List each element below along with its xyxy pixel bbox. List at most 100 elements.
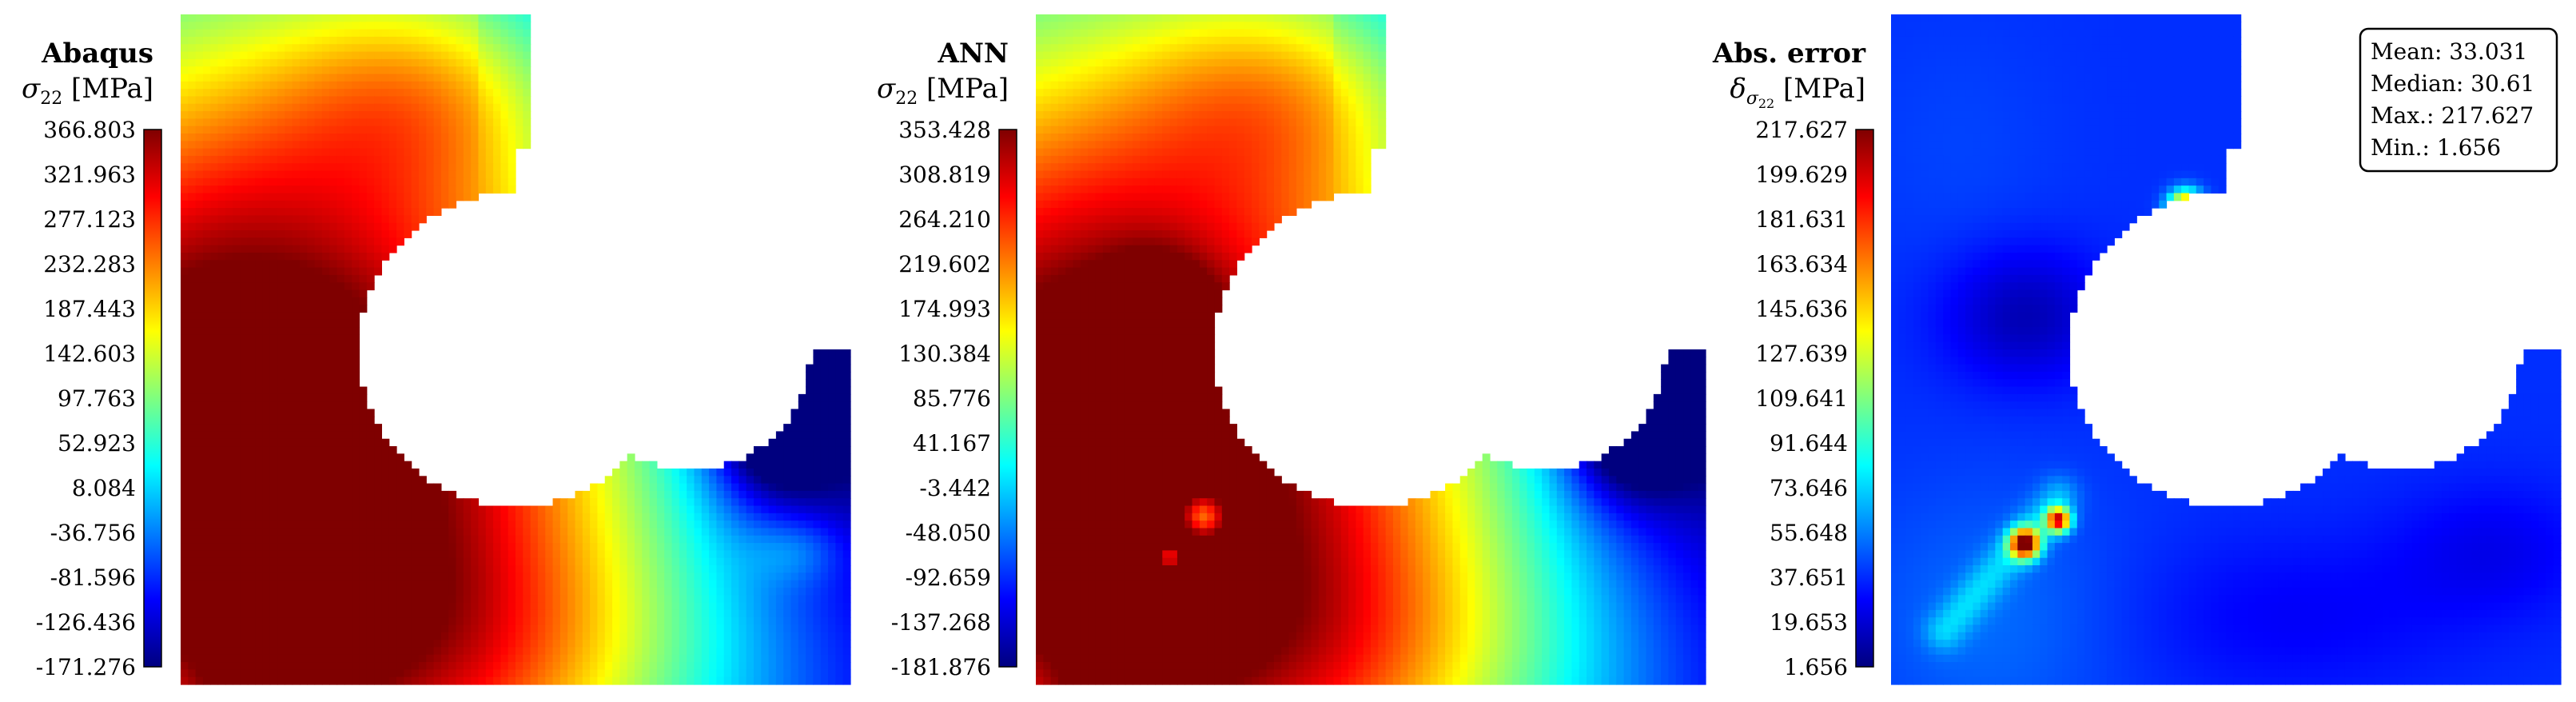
panel-abaqus-cell [374,513,382,521]
panel-abaqus-cell [508,22,516,30]
panel-abaqus-cell [233,29,241,38]
panel-abaqus-cell [404,669,412,678]
panel-abaqus-cell [262,535,271,544]
panel-abaqus-cell [440,148,449,157]
panel-abaqus-cell [418,580,427,588]
panel-abaqus-cell [262,297,271,305]
panel-abaqus-cell [597,490,606,499]
panel-abaqus-cell [247,66,256,75]
panel-abaqus-cell [567,528,576,536]
panel-abaqus-cell [552,662,561,670]
panel-abaqus-cell [321,453,330,462]
panel-abaqus-cell [366,237,375,246]
panel-abaqus-cell [262,51,271,60]
panel-abaqus-cell [344,572,352,581]
panel-abaqus-cell [418,14,427,22]
panel-abaqus-cell [374,669,382,678]
panel-abaqus-cell [627,647,635,656]
panel-abaqus-cell [321,424,330,433]
panel-abaqus-cell [426,133,435,142]
panel-abaqus-cell [336,401,345,410]
panel-abaqus-cell [195,126,204,134]
panel-abaqus-cell [687,640,695,648]
panel-abaqus-cell [225,89,233,98]
panel-abaqus-cell [240,595,249,604]
panel-abaqus-cell [761,505,770,514]
panel-abaqus-cell [307,155,316,164]
panel-abaqus-cell [842,647,851,656]
panel-abaqus-cell [366,602,375,611]
panel-abaqus-cell [366,208,375,216]
panel-abaqus-cell [516,647,524,656]
panel-abaqus-cell [277,14,285,22]
panel-abaqus-tick-label: 366.803 [43,117,136,143]
panel-abaqus-cell [806,662,814,670]
panel-abaqus-cell [366,505,375,514]
panel-abaqus-cell [314,528,323,536]
panel-abaqus-cell [329,148,338,157]
panel-abaqus-cell [233,416,241,425]
panel-abaqus-cell [359,170,368,179]
panel-abaqus-cell [575,609,583,618]
panel-abaqus-cell [426,587,435,596]
panel-abaqus-cell [842,669,851,678]
panel-abaqus-cell [210,431,219,440]
panel-abaqus-cell [516,632,524,640]
panel-abaqus-cell [835,357,844,365]
panel-abaqus-cell [366,267,375,276]
panel-abaqus-cell [820,617,829,626]
panel-abaqus-cell [285,393,293,402]
panel-abaqus-cell [448,513,457,521]
panel-abaqus-cell [567,557,576,566]
panel-abaqus-cell [656,617,665,626]
panel-abaqus-cell [292,289,301,298]
panel-abaqus-cell [559,609,568,618]
panel-abaqus-cell [411,498,420,507]
panel-abaqus-cell [225,14,233,22]
panel-abaqus-cell [292,36,301,45]
panel-abaqus-cell [634,490,643,499]
panel-abaqus-cell [188,312,197,321]
panel-abaqus-cell [664,476,673,485]
panel-abaqus-cell [344,118,352,127]
panel-abaqus-cell [225,66,233,75]
panel-abaqus-cell [739,662,747,670]
panel-abaqus-tick-label: 277.123 [43,206,136,233]
panel-abaqus-cell [411,640,420,648]
panel-abaqus-cell [716,490,725,499]
panel-abaqus-cell [671,647,680,656]
panel-abaqus-cell [344,505,352,514]
panel-abaqus-cell [366,274,375,283]
panel-abaqus-cell [262,401,271,410]
panel-abaqus-cell [314,163,323,172]
panel-abaqus-cell [582,587,591,596]
panel-abaqus-cell [233,58,241,67]
panel-abaqus-cell [225,617,233,626]
panel-abaqus-cell [181,587,189,596]
panel-abaqus-cell [671,490,680,499]
panel-abaqus-cell [642,490,651,499]
panel-abaqus-cell [694,624,703,633]
panel-abaqus-cell [314,89,323,98]
panel-ann-cell [1162,36,1171,45]
panel-abaqus-cell [285,297,293,305]
panel-abaqus-cell [448,572,457,581]
panel-abaqus-cell [739,557,747,566]
panel-abaqus-cell [478,89,487,98]
panel-abaqus-cell [828,364,836,373]
panel-abaqus-cell [374,476,382,485]
panel-abaqus-cell [225,208,233,216]
panel-abaqus-cell [210,580,219,588]
panel-abaqus-cell [440,565,449,573]
panel-abaqus-cell [731,676,739,685]
panel-abaqus-cell [307,409,316,417]
panel-abaqus-cell [247,498,256,507]
panel-abaqus-cell [255,327,264,335]
panel-abaqus-cell [612,550,620,559]
panel-abaqus-cell [471,505,480,514]
panel-abaqus-cell [709,528,717,536]
panel-abaqus-cell [597,565,606,573]
panel-abaqus-cell [619,513,628,521]
panel-abaqus-cell [790,409,799,417]
panel-abaqus-cell [411,580,420,588]
